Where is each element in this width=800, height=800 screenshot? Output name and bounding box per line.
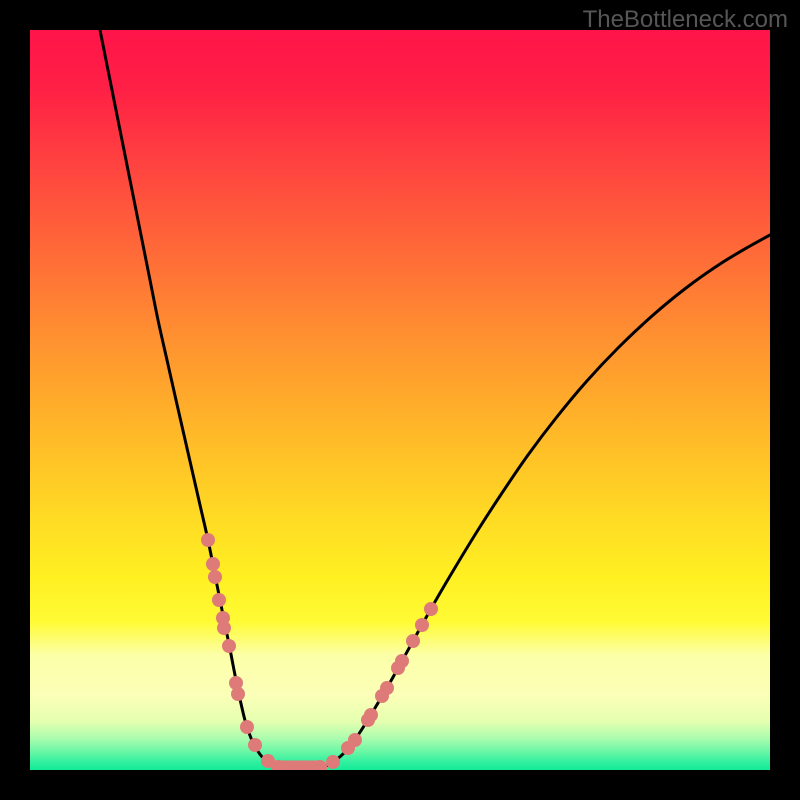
- data-marker: [375, 689, 389, 703]
- data-marker: [364, 708, 378, 722]
- data-marker: [206, 557, 220, 571]
- data-marker: [216, 611, 230, 625]
- data-marker: [391, 661, 405, 675]
- data-marker: [248, 738, 262, 752]
- data-marker: [240, 720, 254, 734]
- data-marker: [217, 621, 231, 635]
- watermark-text: TheBottleneck.com: [583, 6, 788, 34]
- chart-frame: TheBottleneck.com: [0, 0, 800, 800]
- data-marker: [341, 741, 355, 755]
- data-marker: [380, 681, 394, 695]
- data-marker: [261, 754, 275, 768]
- data-marker: [229, 676, 243, 690]
- data-marker: [271, 760, 285, 770]
- data-marker: [208, 570, 222, 584]
- gradient-background: [30, 30, 770, 770]
- data-marker: [231, 687, 245, 701]
- plot-svg: [30, 30, 770, 770]
- marker-group: [201, 533, 438, 770]
- curve-left: [100, 30, 280, 768]
- curve-right: [320, 235, 770, 768]
- plot-area: [30, 30, 770, 770]
- data-marker: [313, 760, 327, 770]
- data-marker: [424, 602, 438, 616]
- data-marker: [212, 593, 226, 607]
- data-marker: [222, 639, 236, 653]
- data-marker: [361, 713, 375, 727]
- data-marker: [301, 761, 315, 770]
- data-marker: [415, 618, 429, 632]
- data-marker: [395, 654, 409, 668]
- data-marker: [406, 634, 420, 648]
- data-marker: [281, 761, 295, 770]
- data-marker: [326, 755, 340, 769]
- data-marker: [201, 533, 215, 547]
- data-marker: [348, 733, 362, 747]
